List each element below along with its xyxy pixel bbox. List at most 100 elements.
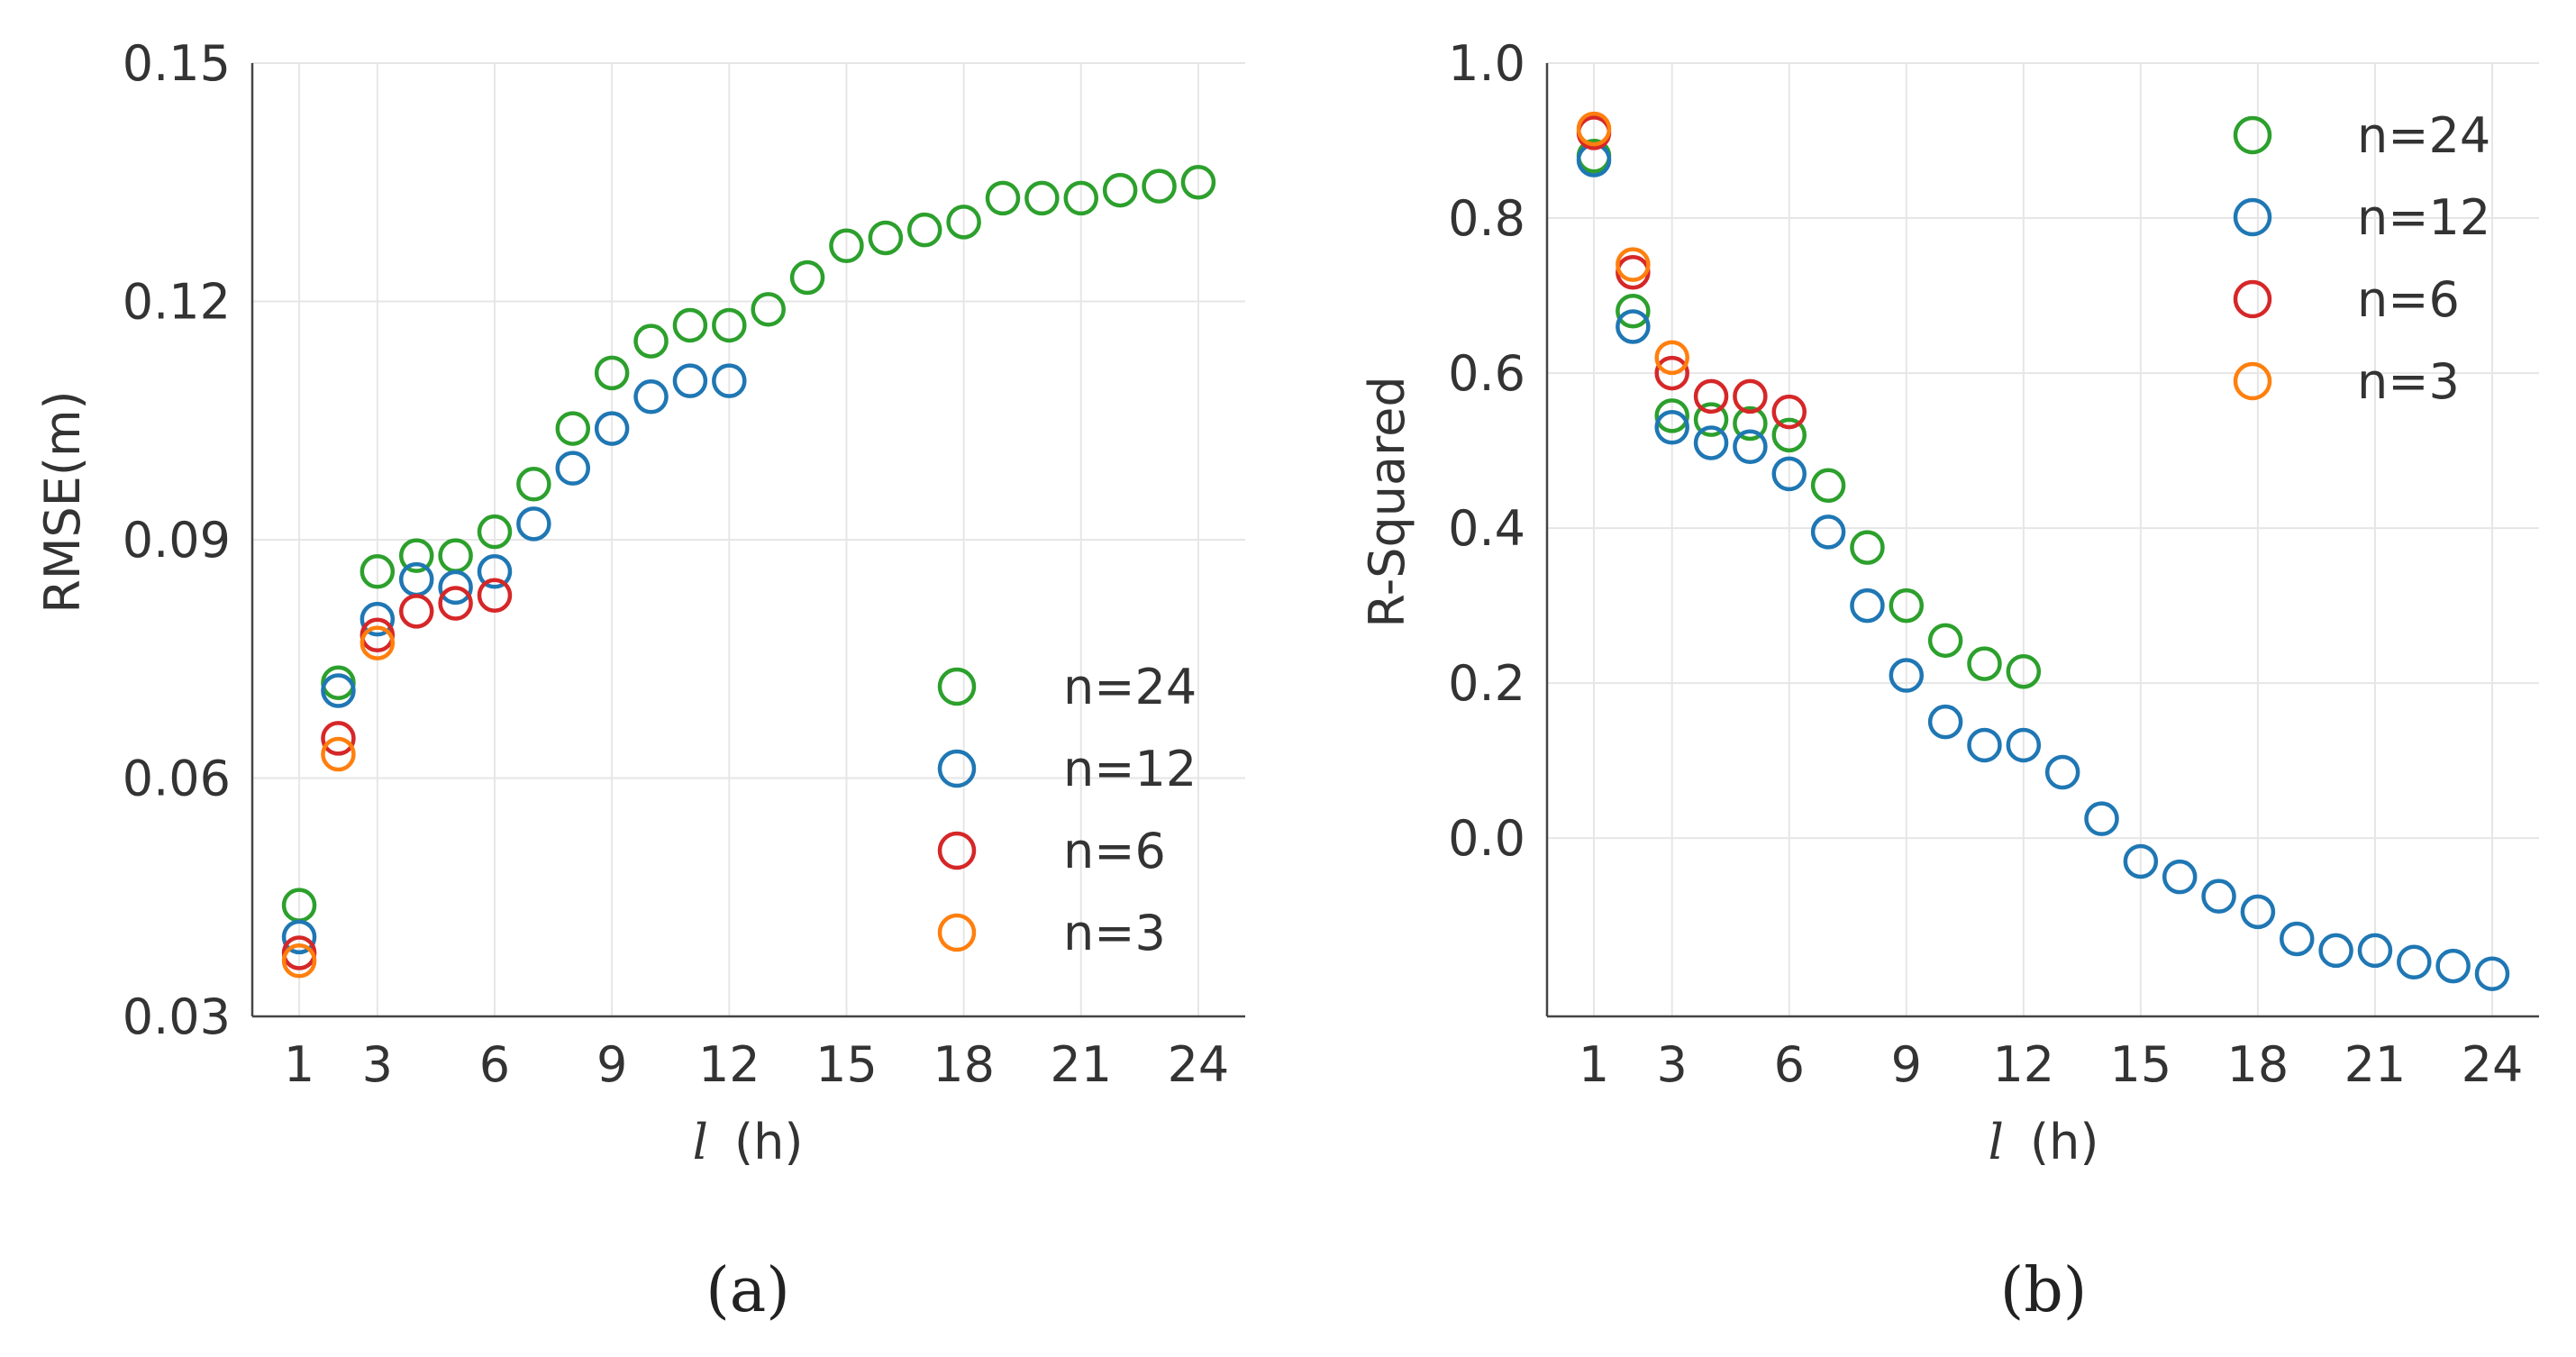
panel-b-legend-marker-n6 xyxy=(2233,279,2272,319)
panel-b-ytick-label: 0.4 xyxy=(1448,500,1525,557)
panel-b-point-n24-10 xyxy=(1927,623,1963,659)
panel-a-point-n24-23 xyxy=(1142,168,1177,204)
panel-b-xtick-label: 21 xyxy=(2344,1036,2407,1093)
panel-a-point-n3-1 xyxy=(281,943,317,979)
panel-b-point-n12-6 xyxy=(1771,456,1807,492)
panel-b-point-n24-12 xyxy=(2006,653,2042,689)
panel-a-ytick-label: 0.03 xyxy=(123,988,231,1045)
panel-b-point-n12-7 xyxy=(1810,515,1846,550)
panel-b-ytick-label: 1.0 xyxy=(1448,35,1525,92)
panel-b-ytick-label: 0.8 xyxy=(1448,190,1525,247)
panel-b-point-n24-2 xyxy=(1616,294,1651,329)
panel-a-legend-label-n3: n=3 xyxy=(1063,905,1166,961)
panel-a-xtick-label: 15 xyxy=(815,1036,878,1093)
panel-b-point-n12-13 xyxy=(2044,754,2080,790)
panel-a-point-n6-4 xyxy=(398,594,434,629)
panel-a-point-n24-19 xyxy=(985,180,1021,216)
panel-a-point-n24-13 xyxy=(751,292,786,327)
panel-b-point-n24-6 xyxy=(1771,417,1807,453)
panel-b-point-n24-11 xyxy=(1967,646,2002,681)
panel-b-point-n12-14 xyxy=(2084,801,2119,836)
panel-b-point-n24-4 xyxy=(1693,402,1729,437)
panel-b-legend: n=24 n=12 n=6 n=3 xyxy=(2233,107,2490,410)
panel-b-xtick-label: 9 xyxy=(1891,1036,1922,1093)
panel-b-legend-marker-n24 xyxy=(2233,115,2272,155)
panel-a-point-n24-14 xyxy=(789,260,825,296)
panel-b-point-n12-3 xyxy=(1654,410,1689,445)
panel-b-legend-label-n6: n=6 xyxy=(2357,271,2460,328)
panel-b-legend-marker-n3 xyxy=(2233,361,2272,401)
panel-a-point-n3-3 xyxy=(360,625,396,660)
panel-a-point-n12-12 xyxy=(712,363,747,398)
panel-a-xlabel: l (h) xyxy=(693,1114,804,1170)
panel-a-legend-marker-n24 xyxy=(937,667,977,706)
panel-a-point-n24-7 xyxy=(516,467,551,502)
panel-b-point-n3-2 xyxy=(1616,247,1651,282)
panel-a-point-n12-6 xyxy=(477,554,513,589)
panel-b-point-n6-3 xyxy=(1654,355,1689,391)
panel-a-point-n12-9 xyxy=(594,411,630,446)
panel-b-legend-marker-n12 xyxy=(2233,197,2272,237)
panel-b-ticks: 1 3 6 9 12 15 18 21 24 0.0 0.2 0.4 0.6 0.8 1.0 xyxy=(1448,35,2523,1093)
panel-a: 1 3 6 9 12 15 18 21 240.030.060.090.120.15 n=24n… xyxy=(34,35,1245,1326)
panel-a-ytick-label: 0.15 xyxy=(123,35,231,92)
panel-b-point-n12-15 xyxy=(2123,843,2159,879)
panel-b-caption: (b) xyxy=(2000,1255,2088,1326)
panel-b-xtick-label: 3 xyxy=(1657,1036,1688,1093)
panel-a-xtick-label: 24 xyxy=(1168,1036,1230,1093)
panel-a-xtick-label: 21 xyxy=(1050,1036,1112,1093)
panel-a-point-n3-2 xyxy=(321,736,356,772)
panel-a-point-n24-24 xyxy=(1180,165,1216,200)
panel-a-ytick-label: 0.09 xyxy=(123,512,231,569)
panel-a-point-n12-3 xyxy=(360,601,396,637)
panel-a-xtick-label: 9 xyxy=(596,1036,627,1093)
panel-b-point-n3-1 xyxy=(1576,111,1612,147)
panel-b-legend-label-n24: n=24 xyxy=(2357,107,2490,164)
panel-a-legend-label-n6: n=6 xyxy=(1063,823,1166,879)
panel-a-point-n12-10 xyxy=(633,379,669,414)
panel-b-point-n12-19 xyxy=(2280,921,2315,957)
panel-b-point-n24-3 xyxy=(1654,398,1689,433)
panel-a-legend-marker-n12 xyxy=(937,749,977,788)
panel-a-point-n24-17 xyxy=(906,212,942,248)
panel-a-point-n24-11 xyxy=(672,307,708,343)
panel-b-legend-label-n12: n=12 xyxy=(2357,189,2490,246)
panel-a-point-n24-8 xyxy=(555,411,591,446)
panel-a-point-n24-10 xyxy=(633,323,669,359)
panel-b-ytick-label: 0.6 xyxy=(1448,345,1525,402)
panel-b-point-n12-24 xyxy=(2474,956,2510,991)
panel-b-xtick-label: 1 xyxy=(1579,1036,1609,1093)
panel-a-point-n24-15 xyxy=(829,228,864,264)
panel-b-legend-label-n3: n=3 xyxy=(2357,353,2460,410)
panel-a-caption: (a) xyxy=(705,1255,790,1326)
panel-a-point-n24-21 xyxy=(1063,180,1099,216)
panel-b-point-n6-6 xyxy=(1771,394,1807,430)
panel-b-xtick-label: 12 xyxy=(1992,1036,2054,1093)
panel-a-point-n12-8 xyxy=(555,451,591,486)
panel-b-point-n6-4 xyxy=(1693,378,1729,414)
panel-a-xtick-label: 3 xyxy=(362,1036,393,1093)
panel-a-xtick-label: 12 xyxy=(698,1036,760,1093)
panel-b-point-n3-3 xyxy=(1654,340,1689,376)
panel-b-grid xyxy=(1547,62,2539,1016)
panel-b-ytick-label: 0.0 xyxy=(1448,810,1525,867)
panel-b-point-n12-2 xyxy=(1616,309,1651,344)
panel-b-xlabel-var: l xyxy=(1989,1114,2004,1170)
panel-b-xlabel: l (h) xyxy=(1989,1114,2099,1170)
panel-b-xtick-label: 6 xyxy=(1774,1036,1805,1093)
panel-a-ytick-label: 0.12 xyxy=(123,274,231,331)
panel-a-legend: n=24 n=12 n=6 n=3 xyxy=(937,659,1197,961)
panel-a-xtick-label: 6 xyxy=(479,1036,510,1093)
panel-a-point-n24-4 xyxy=(398,538,434,573)
panel-a-point-n6-5 xyxy=(438,586,473,621)
panel-a-point-n24-12 xyxy=(712,307,747,343)
panel-b-point-n24-8 xyxy=(1850,530,1885,565)
panel-a-legend-label-n12: n=12 xyxy=(1063,741,1197,797)
panel-b-point-n12-18 xyxy=(2240,894,2276,930)
panel-a-point-n12-7 xyxy=(516,506,551,542)
panel-b-point-n12-10 xyxy=(1927,704,1963,740)
panel-a-point-n24-3 xyxy=(360,554,396,589)
panel-a-point-n12-11 xyxy=(672,363,708,398)
panel-a-point-n24-16 xyxy=(868,220,904,256)
